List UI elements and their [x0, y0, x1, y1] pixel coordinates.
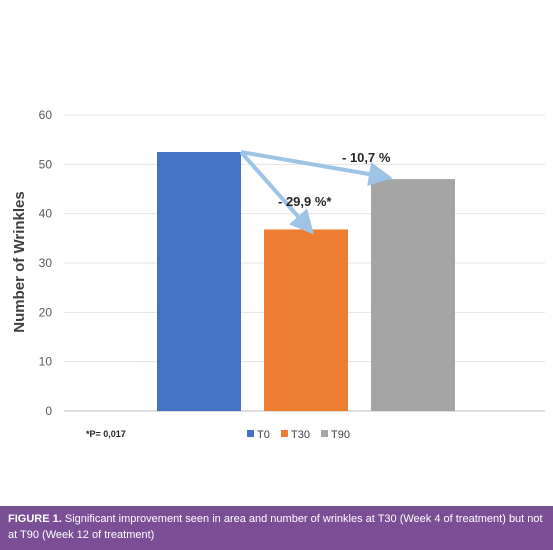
legend-label: T90 [331, 429, 350, 441]
annotation-arrows [239, 150, 393, 235]
arrow-t0-t30 [239, 150, 314, 235]
y-axis-label: Number of Wrinkles [11, 191, 28, 332]
legend-swatch [321, 430, 328, 437]
figure-caption: FIGURE 1. Significant improvement seen i… [0, 506, 553, 550]
legend-label: T0 [257, 429, 270, 441]
annotations: - 29,9 %* - 10,7 % [278, 150, 391, 209]
bar-t90 [371, 179, 455, 411]
legend-label: T30 [291, 429, 310, 441]
annotation-label: - 10,7 % [342, 150, 391, 165]
chart: 0 10 20 30 40 50 60 Number of Wrinkles - 29,9 … [11, 108, 545, 441]
legend-swatch [247, 430, 254, 437]
arrow-t0-t90 [240, 150, 393, 186]
y-tick-label: 60 [39, 108, 53, 122]
y-tick-label: 40 [39, 207, 53, 221]
legend-swatch [281, 430, 288, 437]
caption-text: Significant improvement seen in area and… [8, 513, 543, 541]
legend: T0 T30 T90 [247, 429, 350, 441]
y-axis-ticks: 0 10 20 30 40 50 60 [39, 108, 53, 418]
footnote: *P= 0,017 [86, 429, 126, 439]
y-tick-label: 50 [39, 157, 53, 171]
bars [157, 152, 455, 411]
y-tick-label: 10 [39, 355, 53, 369]
bar-t30 [264, 229, 348, 411]
y-tick-label: 30 [39, 256, 53, 270]
annotation-label: - 29,9 %* [278, 194, 332, 209]
y-tick-label: 0 [45, 404, 52, 418]
y-tick-label: 20 [39, 305, 53, 319]
bar-t0 [157, 152, 241, 411]
caption-label: FIGURE 1. [8, 513, 62, 525]
